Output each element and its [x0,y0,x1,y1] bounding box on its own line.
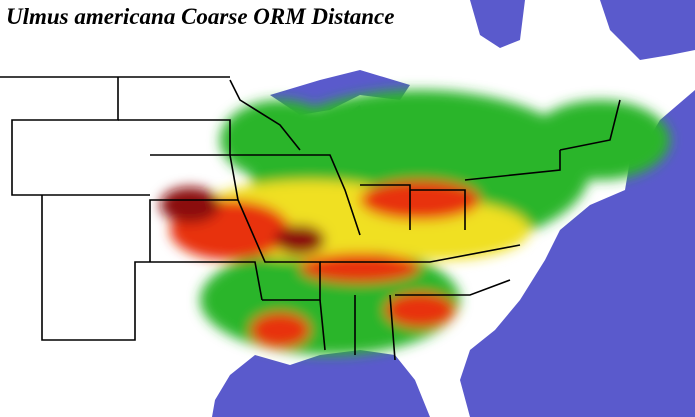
map-title: Ulmus americana Coarse ORM Distance [6,4,394,29]
borders [0,76,621,361]
distance-pattern [160,90,670,355]
